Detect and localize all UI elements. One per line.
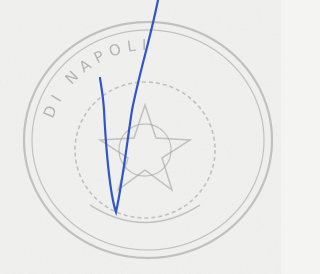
page: DI NAPOLI (() => { const data = JSON.par…: [0, 0, 281, 274]
stamp-scan: DI NAPOLI: [0, 0, 281, 274]
